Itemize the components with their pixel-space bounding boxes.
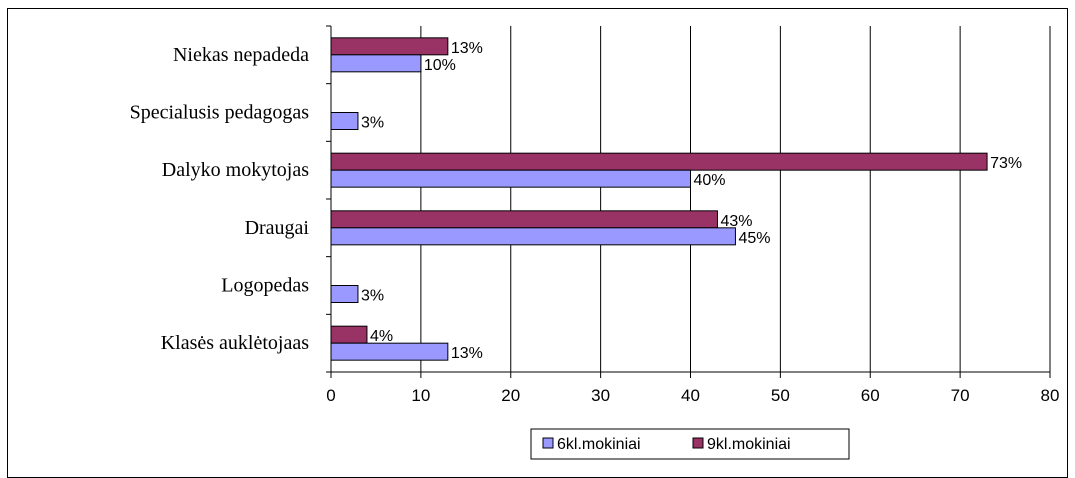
category-label: Specialusis pedagogas: [130, 102, 310, 124]
data-label: 3%: [361, 115, 384, 132]
bar-9kl-mokiniai: [330, 325, 368, 344]
bar-9kl-mokiniai: [330, 152, 988, 171]
x-tick-label: 70: [951, 386, 970, 405]
bar-9kl-mokiniai: [330, 210, 718, 229]
data-label: 4%: [370, 328, 393, 345]
data-label: 40%: [694, 172, 726, 189]
x-tick-label: 30: [591, 386, 610, 405]
data-label: 13%: [451, 345, 483, 362]
legend-swatch: [542, 437, 554, 449]
x-tick-label: 20: [501, 386, 520, 405]
category-label: Draugai: [245, 217, 310, 239]
x-tick-label: 50: [771, 386, 790, 405]
data-label: 10%: [424, 57, 456, 74]
bar-6kl-mokiniai: [330, 227, 736, 246]
bar-9kl-mokiniai: [330, 37, 449, 56]
bar-6kl-mokiniai: [330, 112, 359, 130]
legend-box: [530, 428, 850, 460]
x-tick-label: 60: [861, 386, 880, 405]
category-label: Niekas nepadeda: [173, 44, 309, 66]
category-label: Dalyko mokytojas: [162, 159, 309, 181]
legend-label: 6kl.mokiniai: [557, 436, 641, 453]
legend-swatch: [692, 437, 704, 449]
x-tick-label: 0: [326, 386, 335, 405]
x-tick-label: 40: [681, 386, 700, 405]
data-label: 45%: [738, 230, 770, 247]
bar-6kl-mokiniai: [330, 54, 422, 73]
category-label: Logopedas: [221, 275, 309, 297]
data-label: 13%: [451, 40, 483, 57]
data-label: 43%: [720, 213, 752, 230]
data-label: 73%: [990, 155, 1022, 172]
bar-6kl-mokiniai: [330, 342, 449, 361]
legend-label: 9kl.mokiniai: [707, 436, 791, 453]
x-tick-label: 80: [1041, 386, 1060, 405]
data-label: 3%: [361, 288, 384, 305]
bar-6kl-mokiniai: [330, 285, 359, 303]
bar-6kl-mokiniai: [330, 169, 691, 188]
category-label: Klasės auklėtojaas: [161, 332, 309, 354]
x-tick-label: 10: [411, 386, 430, 405]
